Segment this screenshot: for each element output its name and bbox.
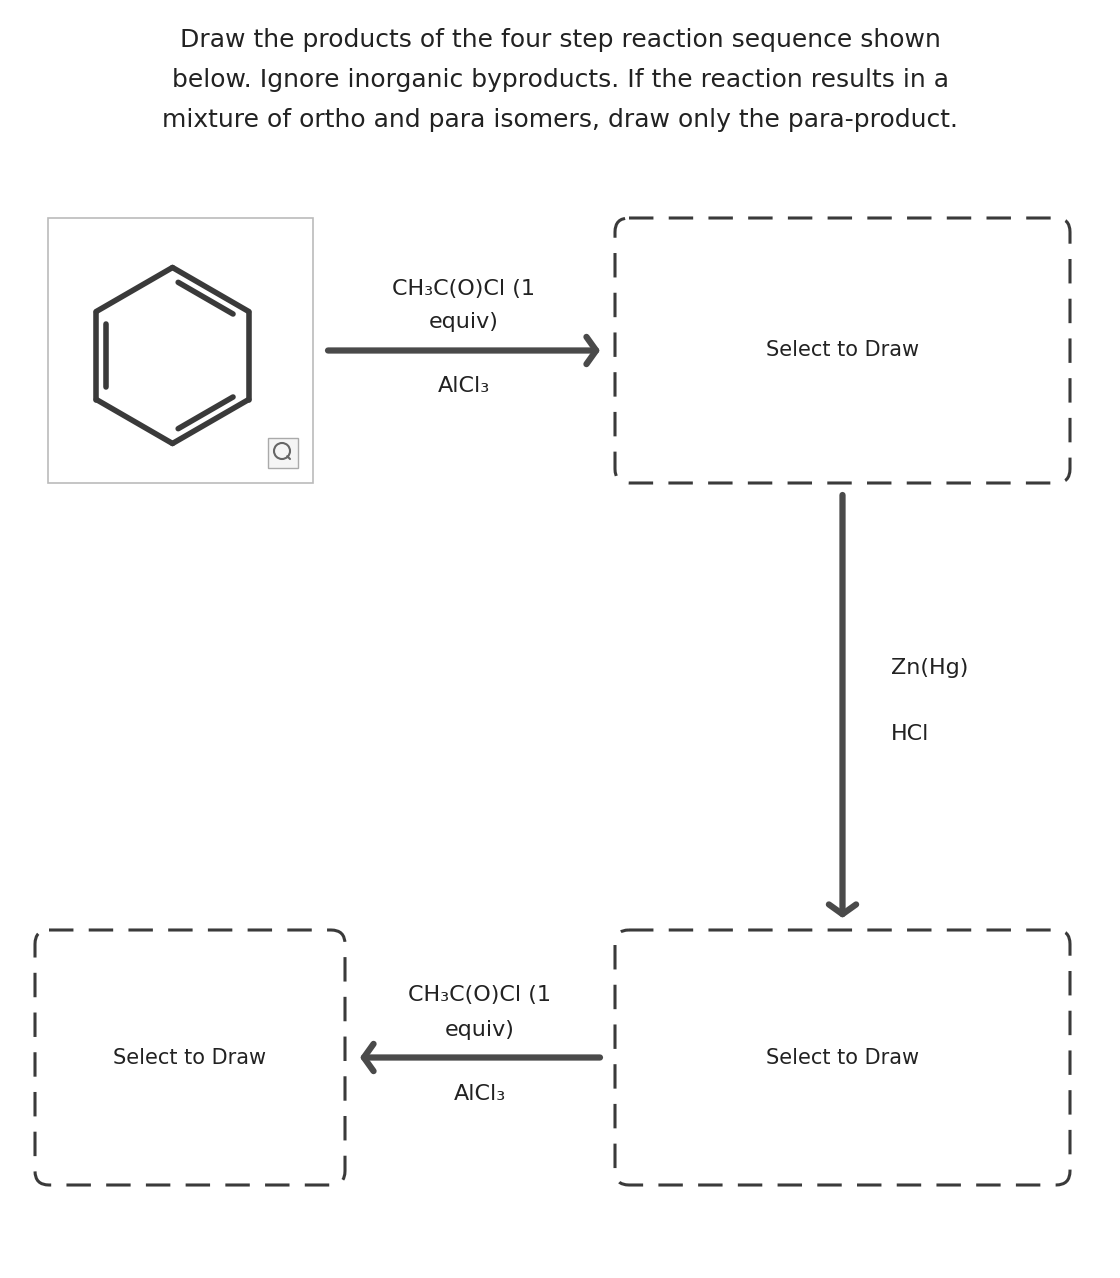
Text: Select to Draw: Select to Draw xyxy=(113,1048,267,1067)
Text: AlCl₃: AlCl₃ xyxy=(438,377,491,396)
Bar xyxy=(268,438,298,468)
Text: Select to Draw: Select to Draw xyxy=(766,340,920,360)
Text: mixture of ortho and para isomers, draw only the para-product.: mixture of ortho and para isomers, draw … xyxy=(162,109,958,132)
Text: Draw the products of the four step reaction sequence shown: Draw the products of the four step react… xyxy=(179,28,941,52)
Text: AlCl₃: AlCl₃ xyxy=(454,1084,506,1103)
FancyBboxPatch shape xyxy=(615,930,1070,1185)
Bar xyxy=(48,219,312,483)
Text: CH₃C(O)Cl (1: CH₃C(O)Cl (1 xyxy=(409,985,551,1006)
Text: HCl: HCl xyxy=(890,725,928,745)
Text: Select to Draw: Select to Draw xyxy=(766,1048,920,1067)
Text: CH₃C(O)Cl (1: CH₃C(O)Cl (1 xyxy=(392,279,535,299)
FancyBboxPatch shape xyxy=(615,219,1070,483)
FancyBboxPatch shape xyxy=(35,930,345,1185)
Text: equiv): equiv) xyxy=(445,1020,515,1039)
Text: Zn(Hg): Zn(Hg) xyxy=(890,658,968,679)
Text: below. Ignore inorganic byproducts. If the reaction results in a: below. Ignore inorganic byproducts. If t… xyxy=(171,68,949,92)
Text: equiv): equiv) xyxy=(429,313,498,332)
